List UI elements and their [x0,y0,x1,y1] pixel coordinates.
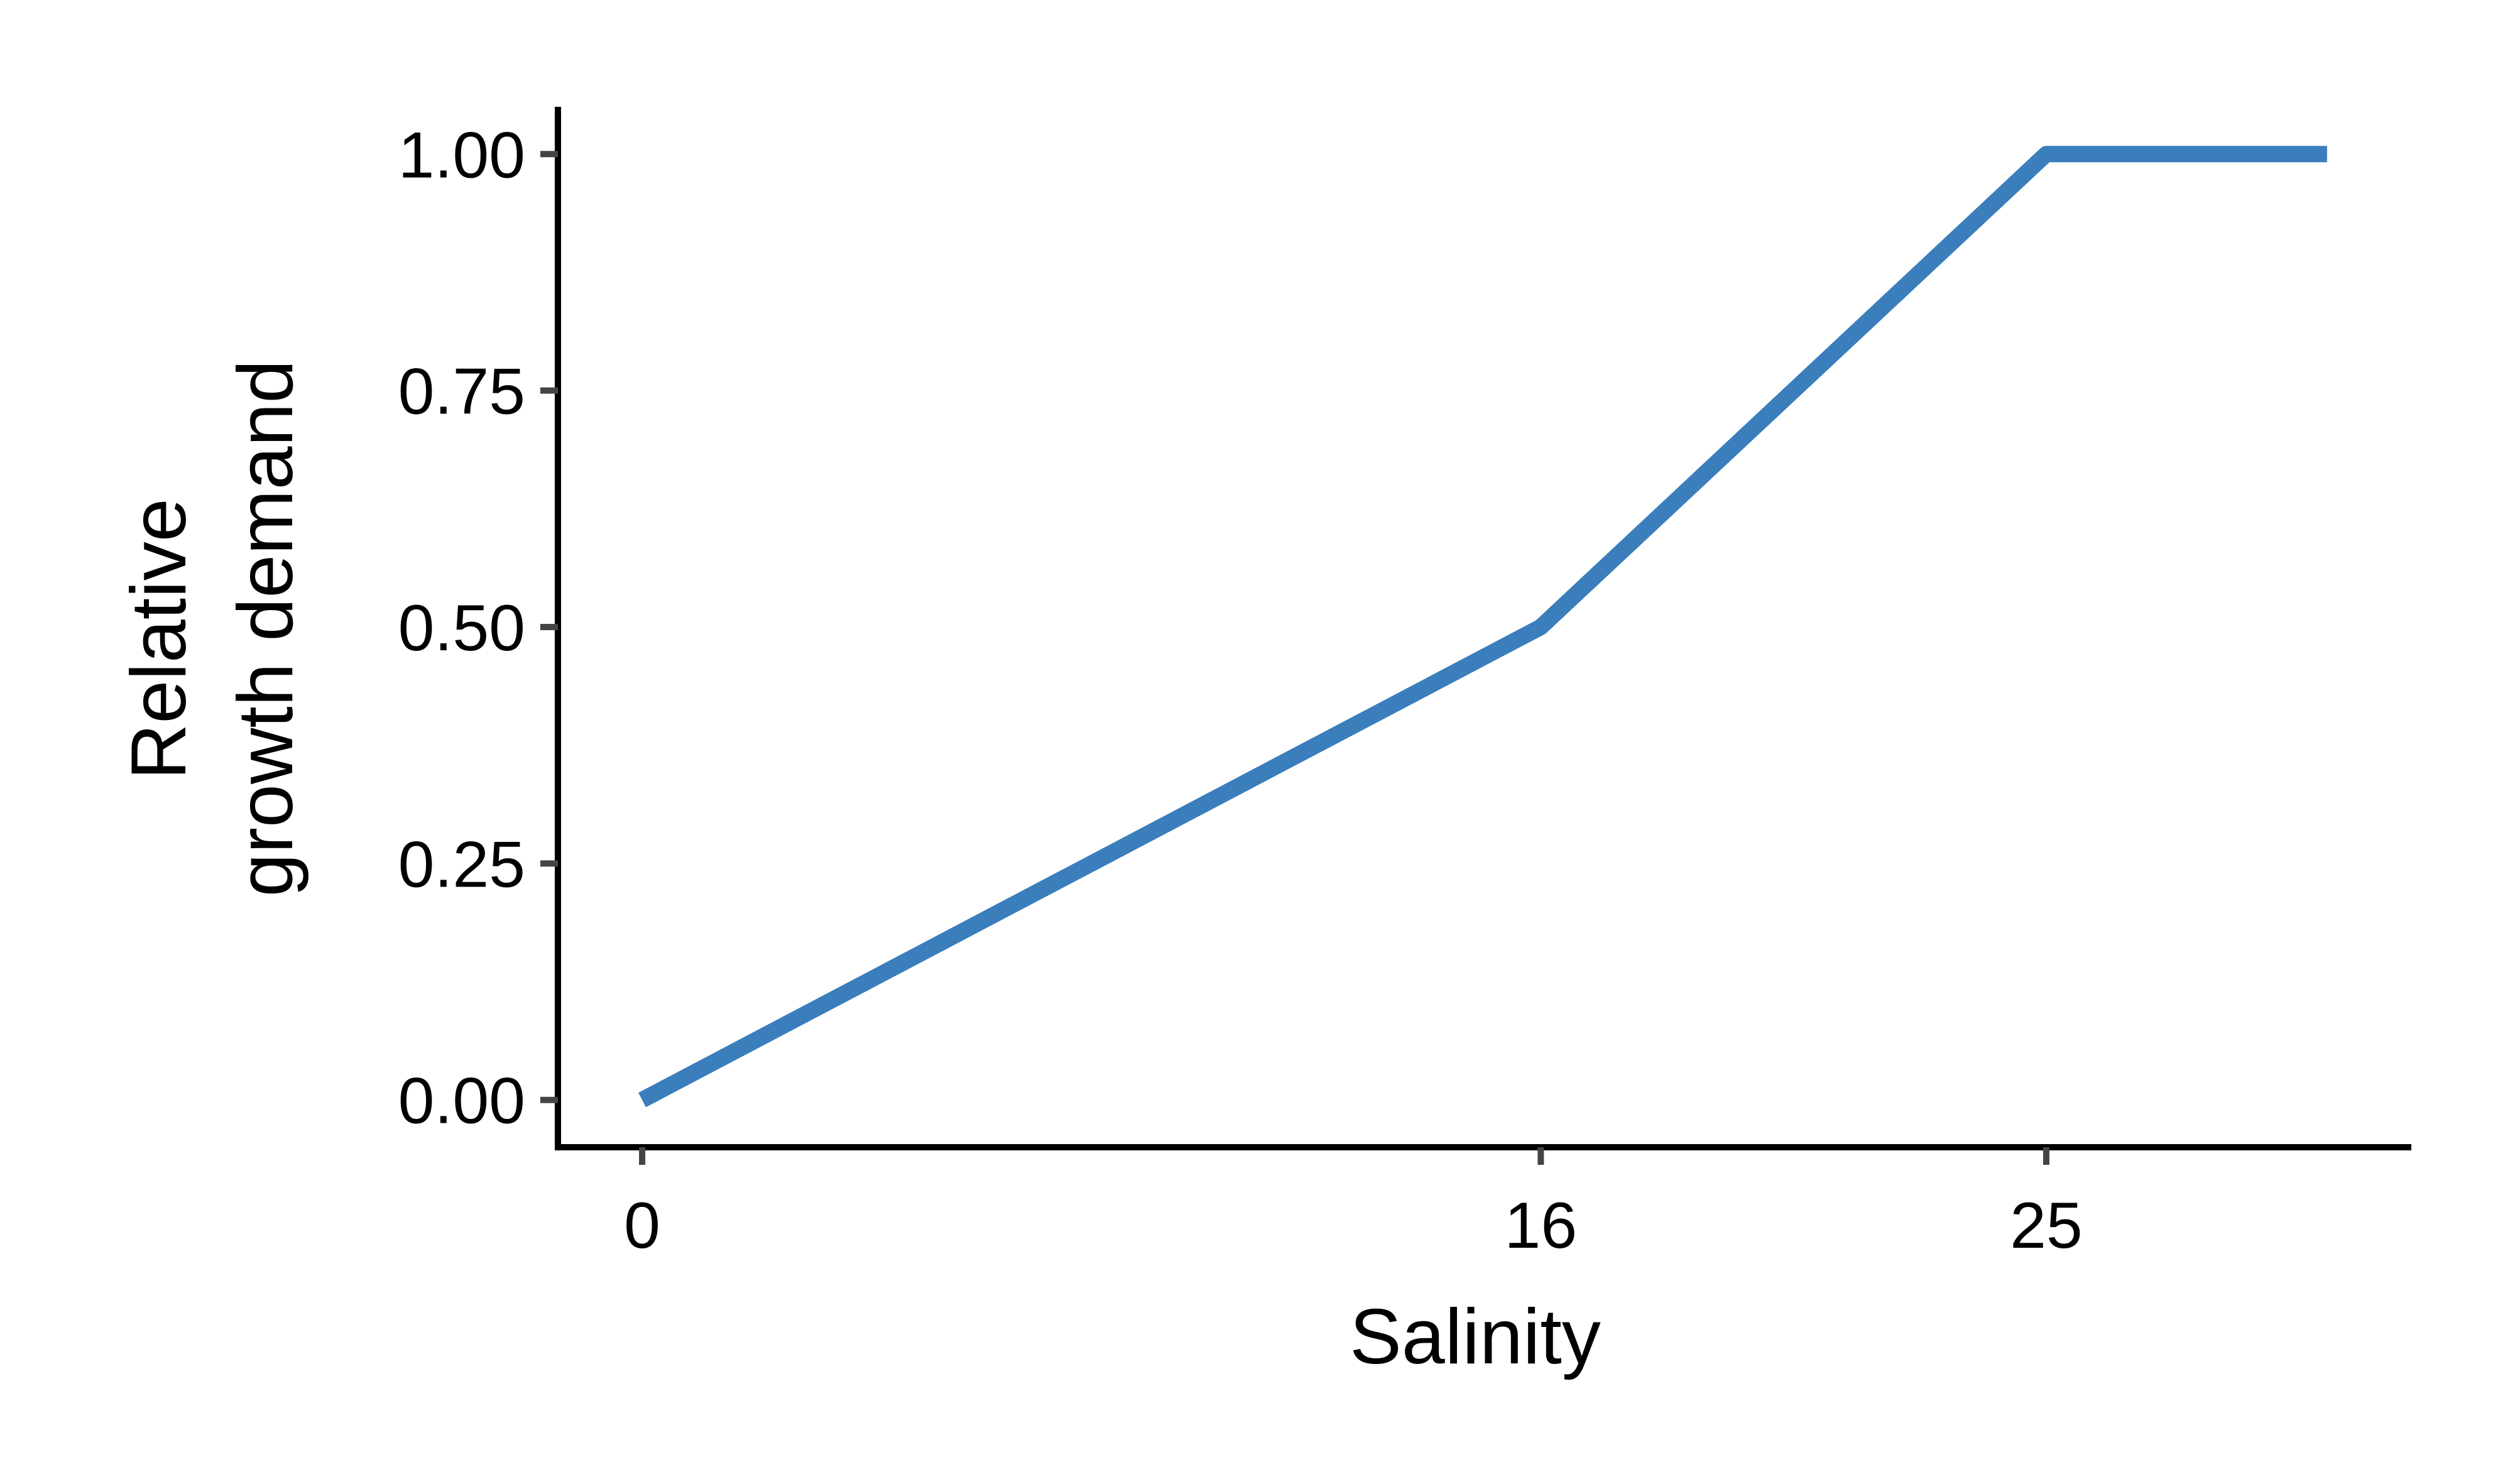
series-line-1 [638,146,2327,1108]
series [638,146,2327,1108]
y-tick-label: 0.75 [398,356,525,428]
x-axis-title: Salinity [1350,1294,1601,1380]
y-axis-title-line-1: Relative [116,498,202,780]
y-tick-label: 0.25 [398,828,525,901]
y-tick-label: 1.00 [398,119,525,192]
x-tick-label: 0 [624,1189,660,1262]
x-tick-label: 25 [2010,1189,2083,1262]
y-axis-title-line-2: growth demand [222,360,309,897]
y-tick-label: 0.00 [398,1065,525,1138]
x-tick-label: 16 [1505,1189,1578,1262]
x-axis: 0 16 25 [555,1144,2411,1262]
y-axis-title: Relative growth demand [116,360,309,897]
y-axis: 0.00 0.25 0.50 0.75 1.00 [398,107,561,1147]
y-tick-label: 0.50 [398,592,525,665]
